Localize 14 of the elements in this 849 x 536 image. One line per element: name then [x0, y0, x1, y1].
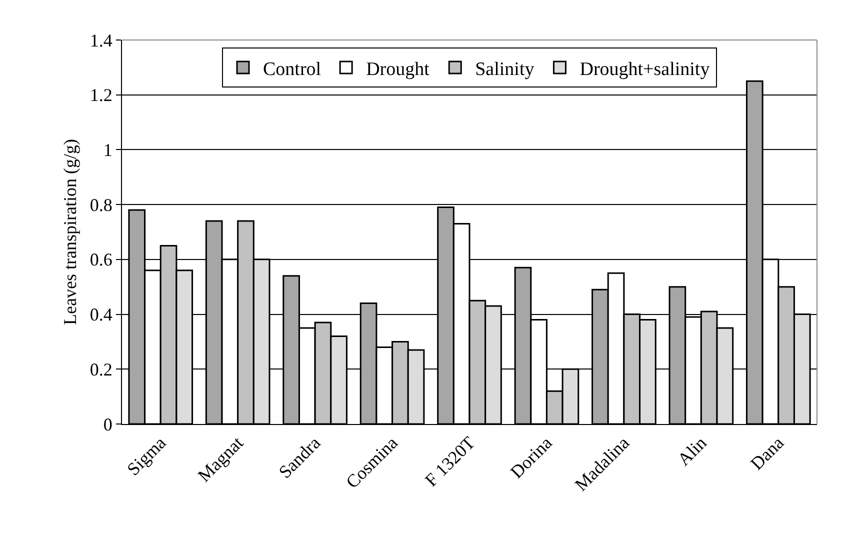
y-tick-label: 0.8 [90, 194, 112, 215]
y-tick-label: 0.2 [90, 359, 112, 380]
y-tick-label: 1.2 [90, 85, 112, 106]
legend-label: Salinity [475, 58, 535, 80]
y-tick-label: 0 [103, 414, 112, 434]
legend-label: Drought+salinity [580, 58, 710, 80]
y-tick-label: 0.6 [90, 250, 112, 270]
y-tick-label: 1 [103, 140, 112, 160]
y-tick-label: 1.4 [90, 30, 112, 50]
y-tick-label: 0.4 [90, 304, 112, 325]
legend-label: Control [263, 58, 322, 80]
legend-label: Drought [366, 58, 430, 80]
y-axis-title: Leaves transpiration (g/g) [60, 139, 80, 325]
x-tick-label: Alin [674, 432, 710, 470]
